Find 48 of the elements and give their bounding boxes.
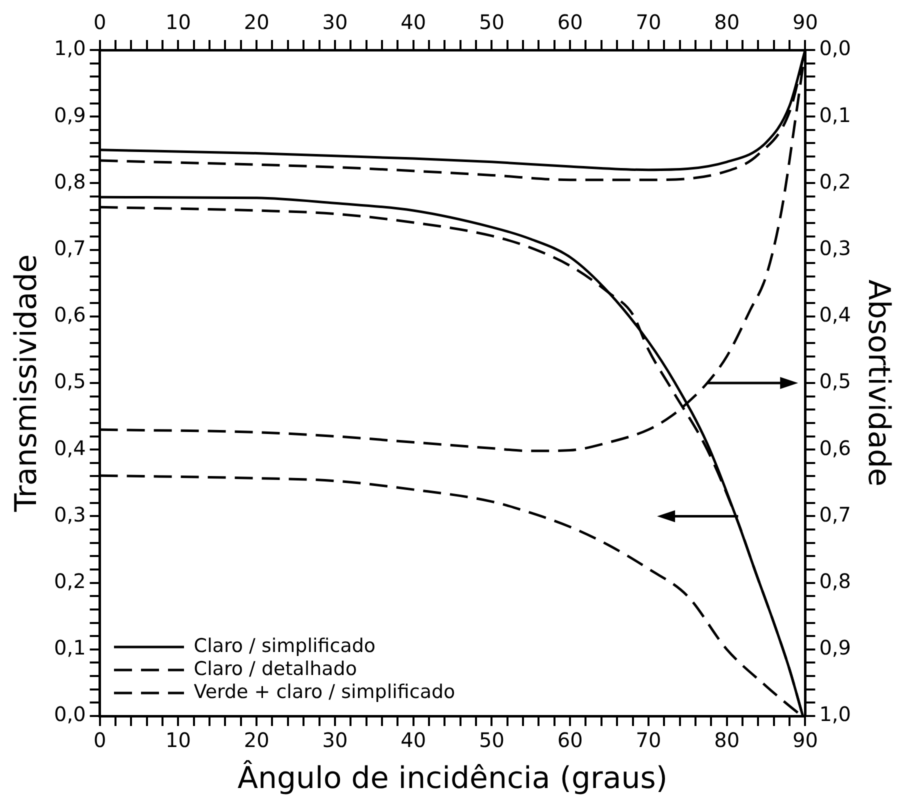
x-tick-label: 10 (165, 728, 191, 752)
y-tick-label: 0,0 (54, 702, 86, 726)
y2-tick-label: 0,9 (819, 636, 852, 660)
y2-tick-label: 0,4 (819, 302, 852, 327)
x2-tick-label: 70 (636, 10, 662, 34)
y2-tick-label: 0,0 (819, 36, 852, 60)
x-tick-label: 80 (714, 728, 740, 752)
x2-tick-label: 80 (714, 10, 740, 34)
y2-tick-label: 0,6 (819, 436, 852, 460)
y-tick-label: 0,7 (54, 236, 86, 260)
x-tick-label: 0 (93, 728, 106, 752)
y-tick-label: 0,4 (54, 436, 86, 460)
legend-label: Verde + claro / simplificado (194, 681, 456, 704)
x-axis-title: Ângulo de incidência (graus) (237, 760, 668, 796)
y-tick-label: 0,1 (54, 636, 86, 660)
y-tick-label: 0,8 (54, 169, 86, 194)
y2-tick-label: 0,1 (819, 102, 852, 127)
y2-tick-label: 0,8 (819, 569, 852, 594)
y-tick-label: 0,9 (54, 102, 86, 127)
x2-tick-label: 20 (244, 10, 270, 34)
legend-label: Claro / simplificado (194, 635, 376, 658)
y-tick-label: 0,3 (54, 502, 86, 526)
y2-tick-label: 1,0 (819, 702, 852, 726)
y-tick-label: 1,0 (54, 36, 86, 60)
x2-tick-label: 50 (478, 10, 504, 34)
x2-tick-label: 60 (557, 10, 583, 34)
y2-tick-label: 0,3 (819, 236, 852, 260)
x-tick-label: 20 (244, 728, 270, 752)
x-tick-label: 50 (478, 728, 504, 752)
x2-tick-label: 0 (93, 10, 106, 34)
legend-label: Claro / detalhado (194, 658, 357, 681)
x2-tick-label: 10 (165, 10, 191, 34)
x-tick-label: 30 (322, 728, 348, 752)
y2-tick-label: 0,2 (819, 169, 852, 194)
y-tick-label: 0,6 (54, 302, 86, 327)
x2-tick-label: 40 (400, 10, 426, 34)
x-tick-label: 60 (557, 728, 583, 752)
y2-axis-title: Absortividade (861, 280, 896, 486)
y-tick-label: 0,2 (54, 569, 86, 594)
y2-tick-label: 0,5 (819, 369, 852, 394)
x2-tick-label: 90 (792, 10, 818, 34)
y-axis-title: Transmissividade (8, 254, 44, 513)
x-tick-label: 70 (636, 728, 662, 752)
y2-tick-label: 0,7 (819, 502, 852, 526)
x2-tick-label: 30 (322, 10, 348, 34)
x-tick-label: 40 (400, 728, 426, 752)
y-tick-label: 0,5 (54, 369, 86, 394)
x-tick-label: 90 (792, 728, 818, 752)
